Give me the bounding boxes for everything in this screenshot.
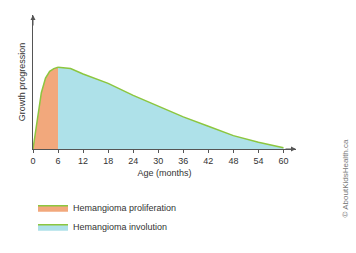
svg-text:6: 6 [56, 156, 61, 166]
svg-text:© AboutKidsHealth.ca: © AboutKidsHealth.ca [341, 139, 350, 217]
svg-text:Hemangioma proliferation: Hemangioma proliferation [73, 203, 176, 213]
svg-text:12: 12 [78, 156, 88, 166]
svg-text:Growth progression: Growth progression [17, 43, 27, 122]
svg-text:36: 36 [178, 156, 188, 166]
svg-text:24: 24 [128, 156, 138, 166]
svg-text:Age (months): Age (months) [137, 168, 191, 178]
svg-text:18: 18 [103, 156, 113, 166]
svg-text:0: 0 [30, 156, 35, 166]
svg-text:60: 60 [278, 156, 288, 166]
svg-text:30: 30 [153, 156, 163, 166]
svg-text:48: 48 [228, 156, 238, 166]
svg-text:42: 42 [203, 156, 213, 166]
svg-text:54: 54 [253, 156, 263, 166]
svg-text:Hemangioma involution: Hemangioma involution [73, 222, 167, 232]
